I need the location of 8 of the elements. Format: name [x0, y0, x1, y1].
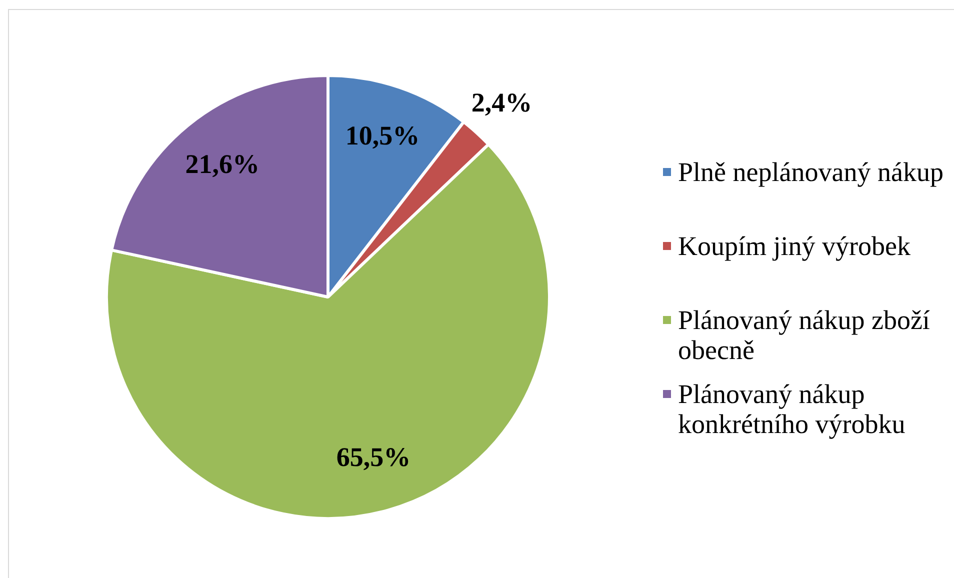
legend-label: Plně neplánovaný nákup [678, 157, 944, 187]
data-label: 65,5% [336, 442, 411, 472]
data-label: 10,5% [345, 120, 420, 151]
data-label: 2,4% [471, 88, 532, 118]
legend-label: Plánovaný nákup konkrétního výrobku [678, 379, 906, 439]
legend-label: Plánovaný nákup zboží obecně [678, 305, 931, 365]
legend-label: Koupím jiný výrobek [678, 231, 912, 261]
data-label: 21,6% [185, 148, 260, 179]
